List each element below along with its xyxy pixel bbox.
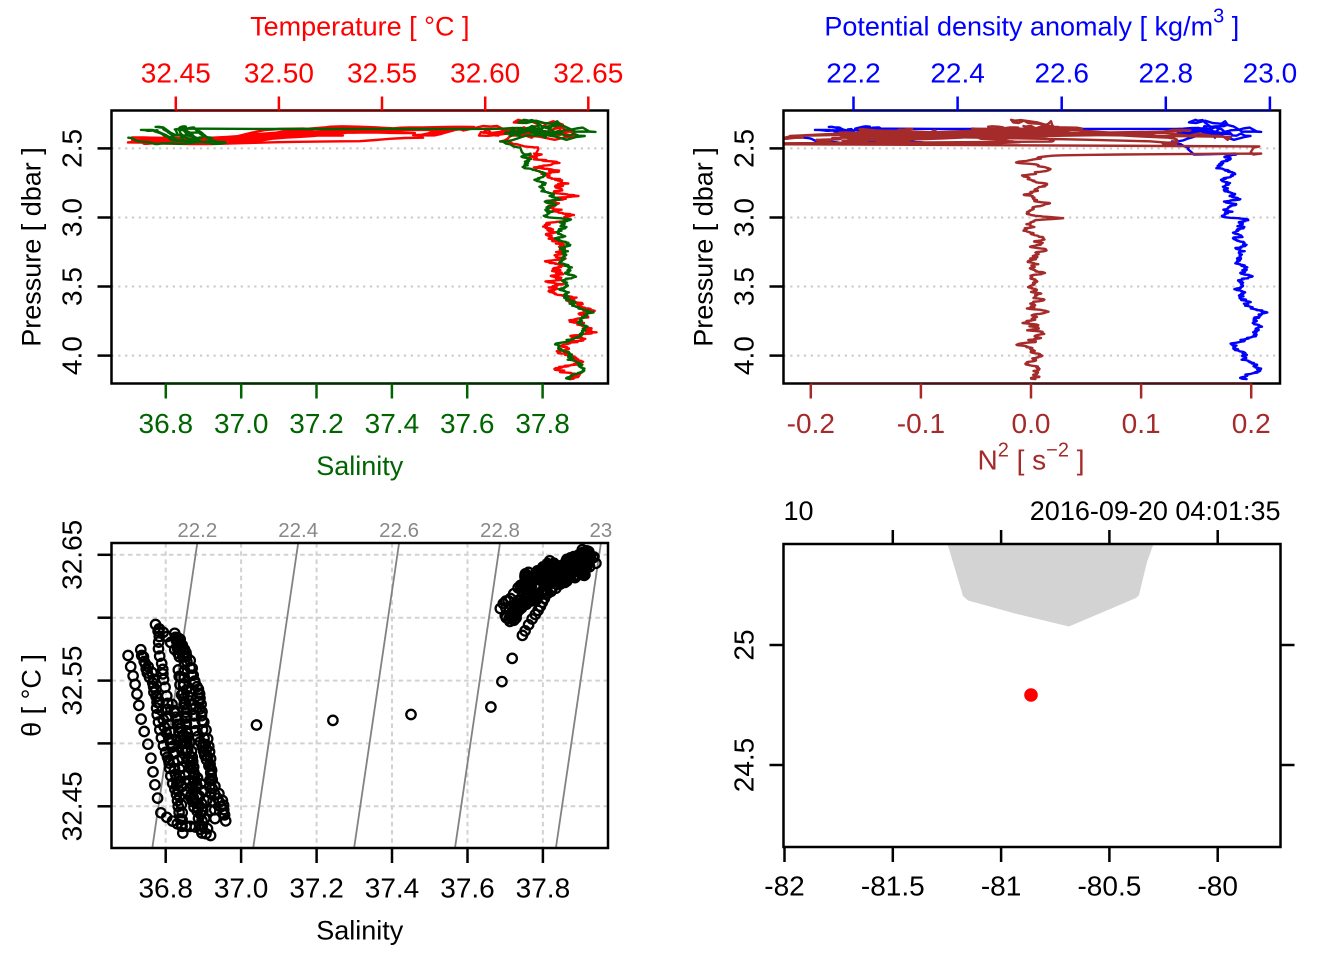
svg-text:32.65: 32.65 bbox=[553, 58, 623, 89]
svg-text:37.8: 37.8 bbox=[516, 873, 571, 904]
svg-text:22.6: 22.6 bbox=[1034, 58, 1089, 89]
svg-text:36.8: 36.8 bbox=[139, 408, 194, 439]
svg-text:Potential density anomaly [ kg: Potential density anomaly [ kg/m3 ] bbox=[824, 6, 1239, 42]
svg-text:37.0: 37.0 bbox=[214, 873, 269, 904]
svg-text:37.6: 37.6 bbox=[440, 408, 495, 439]
svg-text:0.1: 0.1 bbox=[1122, 408, 1161, 439]
svg-text:2016-09-20 04:01:35: 2016-09-20 04:01:35 bbox=[1030, 496, 1281, 526]
svg-text:37.2: 37.2 bbox=[289, 873, 344, 904]
svg-text:-81.5: -81.5 bbox=[861, 870, 925, 901]
svg-text:24.5: 24.5 bbox=[728, 738, 759, 793]
svg-text:22.2: 22.2 bbox=[177, 519, 217, 542]
svg-text:32.55: 32.55 bbox=[56, 646, 87, 716]
svg-text:3.0: 3.0 bbox=[56, 198, 87, 237]
svg-text:N2 [ s−2 ]: N2 [ s−2 ] bbox=[977, 440, 1084, 476]
svg-text:Salinity: Salinity bbox=[316, 916, 404, 946]
svg-text:37.2: 37.2 bbox=[289, 408, 344, 439]
svg-text:32.60: 32.60 bbox=[450, 58, 520, 89]
svg-text:0.2: 0.2 bbox=[1232, 408, 1271, 439]
svg-text:2.5: 2.5 bbox=[56, 129, 87, 168]
svg-text:-0.1: -0.1 bbox=[897, 408, 945, 439]
svg-text:22.8: 22.8 bbox=[1139, 58, 1194, 89]
svg-text:22.8: 22.8 bbox=[480, 519, 520, 542]
svg-text:-80.5: -80.5 bbox=[1077, 870, 1141, 901]
svg-text:2.5: 2.5 bbox=[728, 129, 759, 168]
svg-text:Pressure [ dbar ]: Pressure [ dbar ] bbox=[17, 147, 47, 347]
svg-text:10: 10 bbox=[784, 496, 814, 526]
svg-text:θ [ °C ]: θ [ °C ] bbox=[17, 654, 47, 737]
svg-text:23.0: 23.0 bbox=[1243, 58, 1298, 89]
svg-text:22.6: 22.6 bbox=[379, 519, 419, 542]
svg-text:0.0: 0.0 bbox=[1012, 408, 1051, 439]
svg-text:23: 23 bbox=[589, 519, 612, 542]
svg-text:25: 25 bbox=[728, 629, 759, 660]
svg-text:22.4: 22.4 bbox=[278, 519, 318, 542]
svg-text:32.65: 32.65 bbox=[56, 520, 87, 590]
svg-text:Salinity: Salinity bbox=[316, 451, 404, 481]
svg-text:-81: -81 bbox=[981, 870, 1021, 901]
svg-text:3.5: 3.5 bbox=[56, 267, 87, 306]
svg-text:4.0: 4.0 bbox=[56, 336, 87, 375]
svg-text:Pressure [ dbar ]: Pressure [ dbar ] bbox=[689, 147, 719, 347]
svg-text:3.0: 3.0 bbox=[728, 198, 759, 237]
svg-text:37.4: 37.4 bbox=[365, 873, 420, 904]
svg-text:37.0: 37.0 bbox=[214, 408, 269, 439]
svg-text:3.5: 3.5 bbox=[728, 267, 759, 306]
svg-text:-82: -82 bbox=[764, 870, 804, 901]
svg-text:4.0: 4.0 bbox=[728, 336, 759, 375]
svg-text:37.6: 37.6 bbox=[440, 873, 495, 904]
svg-text:Temperature [ °C ]: Temperature [ °C ] bbox=[250, 12, 469, 42]
svg-text:32.55: 32.55 bbox=[347, 58, 417, 89]
svg-text:-0.2: -0.2 bbox=[787, 408, 835, 439]
svg-text:22.4: 22.4 bbox=[930, 58, 985, 89]
svg-text:37.4: 37.4 bbox=[365, 408, 420, 439]
svg-text:32.50: 32.50 bbox=[244, 58, 314, 89]
svg-text:-80: -80 bbox=[1197, 870, 1237, 901]
svg-text:36.8: 36.8 bbox=[138, 873, 193, 904]
svg-text:37.8: 37.8 bbox=[515, 408, 570, 439]
svg-text:32.45: 32.45 bbox=[56, 771, 87, 841]
svg-text:22.2: 22.2 bbox=[826, 58, 881, 89]
svg-text:32.45: 32.45 bbox=[141, 58, 211, 89]
